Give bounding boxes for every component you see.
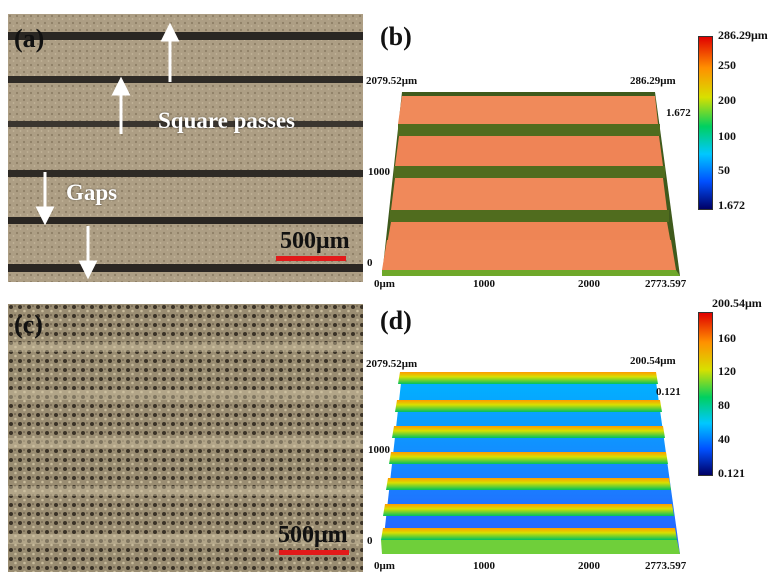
colorbar-b-bottom: 1.672 <box>718 198 745 212</box>
surface-d-z-min: 0.121 <box>656 386 681 398</box>
surface-b-y-mid: 1000 <box>368 166 390 178</box>
colorbar-b-tick-0: 250 <box>718 58 736 72</box>
surface-plot-d <box>381 372 680 554</box>
surface-d-ridges <box>381 372 677 540</box>
annotation-square-passes: Square passes <box>158 108 295 133</box>
scalebar-c <box>279 550 349 555</box>
scalebar-label-a: 500μm <box>280 228 350 254</box>
colorbar-b-tick-2: 100 <box>718 129 736 143</box>
surface-d-y-zero: 0 <box>367 535 373 547</box>
scalebar-label-c: 500μm <box>278 522 348 548</box>
surface-b-x-tick-3: 2773.597 <box>645 278 687 290</box>
surface-b-gaps <box>390 124 669 222</box>
colorbar-b-top: 286.29μm <box>718 28 768 42</box>
surface-b-x-tick-0: 0μm <box>374 278 395 290</box>
panel-label-a: (a) <box>14 24 45 53</box>
colorbar-b <box>698 36 713 210</box>
surface-b-z-min: 1.672 <box>666 107 691 119</box>
panel-label-b: (b) <box>380 22 412 51</box>
surface-plot-b <box>382 92 680 276</box>
micrograph-a <box>8 14 363 282</box>
surface-b-z-max: 286.29μm <box>630 75 676 87</box>
colorbar-b-tick-1: 200 <box>718 93 736 107</box>
micrograph-a-texture <box>8 14 363 282</box>
surface-d-x-tick-1: 1000 <box>473 560 495 572</box>
colorbar-d-tick-1: 120 <box>718 364 736 378</box>
surface-d-z-max: 200.54μm <box>630 355 676 367</box>
surface-d-x-tick-2: 2000 <box>578 560 600 572</box>
surface-d-y-mid: 1000 <box>368 444 390 456</box>
colorbar-d-bottom: 0.121 <box>718 466 745 480</box>
panel-label-c: (c) <box>14 310 43 339</box>
colorbar-d-tick-0: 160 <box>718 331 736 345</box>
surface-d-x-tick-3: 2773.597 <box>645 560 687 572</box>
surface-b-x-tick-1: 1000 <box>473 278 495 290</box>
surface-d-x-tick-0: 0μm <box>374 560 395 572</box>
surface-b-stripes <box>382 96 676 270</box>
panel-label-d: (d) <box>380 306 412 335</box>
micrograph-c-texture <box>8 304 363 572</box>
annotation-gaps: Gaps <box>66 180 118 205</box>
micrograph-c <box>8 304 363 572</box>
colorbar-d-tick-3: 40 <box>718 432 730 446</box>
colorbar-d <box>698 312 713 476</box>
surface-b-x-tick-2: 2000 <box>578 278 600 290</box>
colorbar-d-tick-2: 80 <box>718 398 730 412</box>
surface-b-y-zero: 0 <box>367 257 373 269</box>
colorbar-b-tick-3: 50 <box>718 163 730 177</box>
colorbar-d-top: 200.54μm <box>712 296 762 310</box>
surface-b-y-max: 2079.52μm <box>366 75 418 87</box>
surface-d-y-max: 2079.52μm <box>366 358 418 370</box>
scalebar-a <box>276 256 346 261</box>
